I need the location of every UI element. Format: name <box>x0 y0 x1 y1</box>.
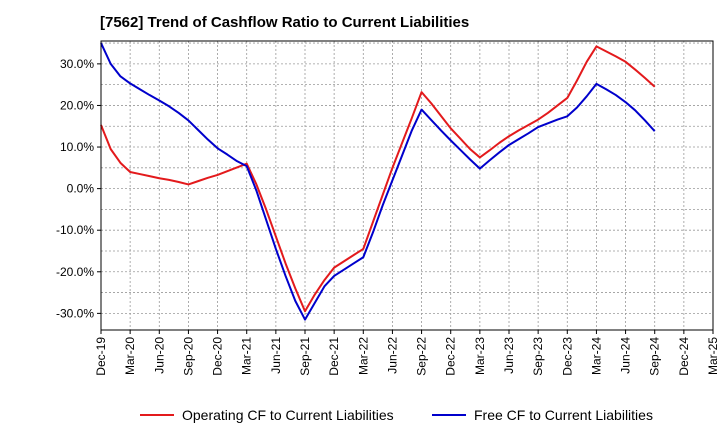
x-tick-label: Sep-23 <box>531 337 545 376</box>
y-tick-label: 0.0% <box>67 182 95 196</box>
series-line-operating-cf <box>100 45 656 313</box>
x-tick-label: Mar-22 <box>356 337 370 375</box>
x-tick-label: Jun-21 <box>269 337 283 374</box>
legend-item: Free CF to Current Liabilities <box>432 404 653 426</box>
x-tick-label: Dec-20 <box>211 337 225 376</box>
y-tick-label: 30.0% <box>60 57 94 71</box>
legend-swatch <box>140 414 174 416</box>
x-tick-label: Mar-21 <box>240 337 254 375</box>
chart-title: [7562] Trend of Cashflow Ratio to Curren… <box>100 14 470 31</box>
x-tick-label: Mar-24 <box>589 337 603 375</box>
y-tick-label: -30.0% <box>56 306 94 320</box>
x-tick-label: Jun-24 <box>619 337 633 374</box>
x-tick-label: Sep-24 <box>648 337 662 376</box>
x-axis-ticks: Dec-19 Mar-20 Jun-20 Sep-20 Dec-20 Mar-21 Jun-… <box>94 330 720 376</box>
x-tick-label: Dec-22 <box>444 337 458 376</box>
x-tick-label: Jun-20 <box>152 337 166 374</box>
legend: Operating CF to Current Liabilities Free … <box>0 404 720 426</box>
x-tick-label: Mar-25 <box>706 337 720 375</box>
x-tick-label: Sep-21 <box>298 337 312 376</box>
legend-label: Operating CF to Current Liabilities <box>182 407 394 423</box>
x-tick-label: Dec-19 <box>94 337 108 376</box>
x-tick-label: Mar-23 <box>473 337 487 375</box>
y-tick-label: -10.0% <box>56 223 94 237</box>
y-tick-label: 20.0% <box>60 98 94 112</box>
x-tick-label: Dec-23 <box>560 337 574 376</box>
x-tick-label: Mar-20 <box>123 337 137 375</box>
y-tick-label: 10.0% <box>60 140 94 154</box>
x-tick-label: Dec-24 <box>677 337 691 376</box>
legend-label: Free CF to Current Liabilities <box>474 407 653 423</box>
x-tick-label: Sep-20 <box>181 337 195 376</box>
y-tick-label: -20.0% <box>56 265 94 279</box>
legend-swatch <box>432 414 466 416</box>
series-lines <box>100 42 656 321</box>
legend-item: Operating CF to Current Liabilities <box>140 404 394 426</box>
x-tick-label: Jun-22 <box>385 337 399 374</box>
x-tick-label: Jun-23 <box>502 337 516 374</box>
x-tick-label: Dec-21 <box>327 337 341 376</box>
grid-lines <box>100 41 714 330</box>
y-axis-ticks: 30.0% 20.0% 10.0% 0.0% -10.0% -20.0% -30.0% <box>56 57 101 320</box>
series-line-free-cf <box>100 42 656 321</box>
x-tick-label: Sep-22 <box>415 337 429 376</box>
plot-area-frame <box>100 40 714 331</box>
